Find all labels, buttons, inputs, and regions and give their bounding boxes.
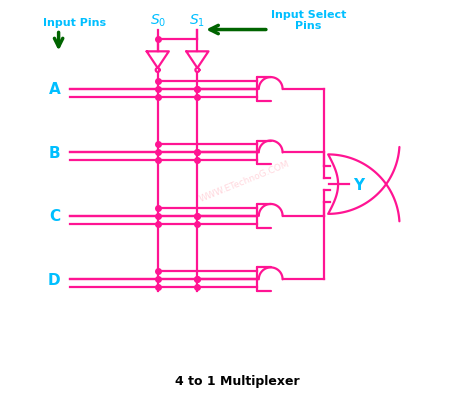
Text: C: C (49, 209, 61, 224)
Text: WWW.ETechnoG.COM: WWW.ETechnoG.COM (199, 158, 292, 203)
Text: $S_1$: $S_1$ (189, 12, 205, 28)
Text: Input Select
Pins: Input Select Pins (271, 10, 346, 31)
Text: Y: Y (353, 177, 364, 192)
Text: B: B (49, 146, 61, 160)
Text: $S_0$: $S_0$ (150, 12, 166, 28)
Text: Input Pins: Input Pins (43, 18, 106, 28)
Text: D: D (48, 272, 61, 287)
Text: A: A (49, 82, 61, 97)
Text: 4 to 1 Multiplexer: 4 to 1 Multiplexer (175, 374, 299, 387)
